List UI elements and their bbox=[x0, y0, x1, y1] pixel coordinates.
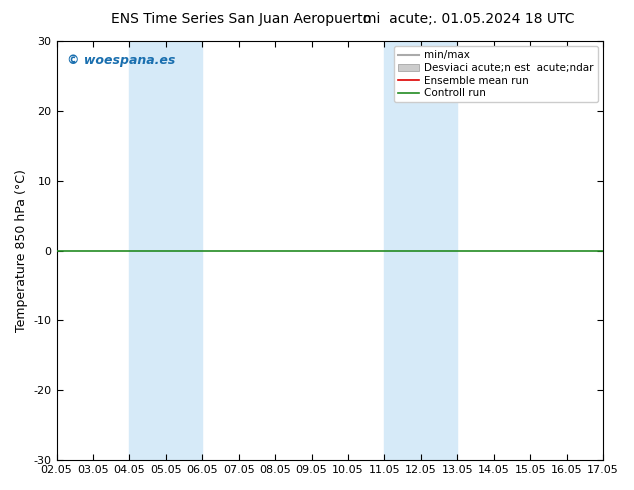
Text: ENS Time Series San Juan Aeropuerto: ENS Time Series San Juan Aeropuerto bbox=[111, 12, 371, 26]
Legend: min/max, Desviaci acute;n est  acute;ndar, Ensemble mean run, Controll run: min/max, Desviaci acute;n est acute;ndar… bbox=[394, 46, 598, 102]
Text: © woespana.es: © woespana.es bbox=[67, 53, 176, 67]
Bar bbox=[384, 41, 457, 460]
Y-axis label: Temperature 850 hPa (°C): Temperature 850 hPa (°C) bbox=[15, 169, 28, 332]
Text: mi  acute;. 01.05.2024 18 UTC: mi acute;. 01.05.2024 18 UTC bbox=[363, 12, 575, 26]
Bar bbox=[129, 41, 202, 460]
